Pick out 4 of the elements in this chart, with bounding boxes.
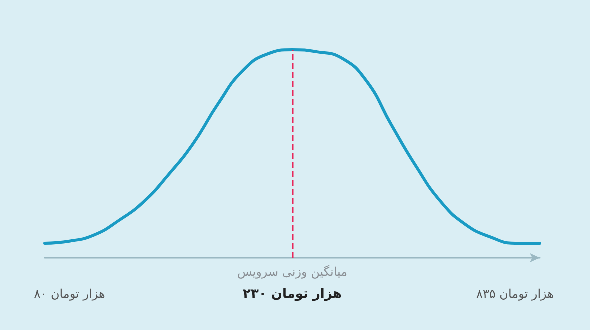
- x-tick-label: ۲۳۰ هزار تومان: [243, 287, 342, 302]
- ref-line-label: میانگین وزنی سرویس: [237, 265, 348, 279]
- x-tick-label: ۸۳۵ هزار تومان: [476, 287, 554, 301]
- x-tick-label: ۸۰ هزار تومان: [34, 287, 106, 301]
